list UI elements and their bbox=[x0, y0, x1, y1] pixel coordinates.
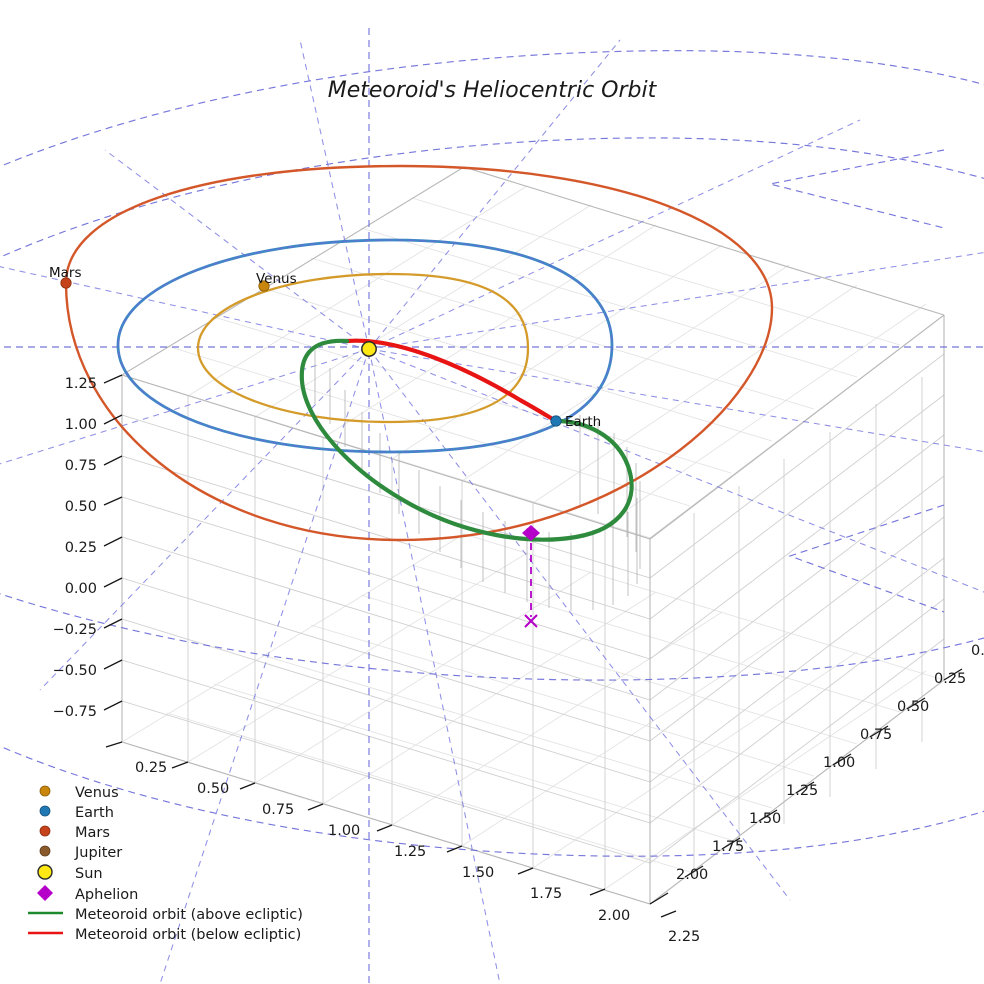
venus-marker bbox=[258, 280, 270, 292]
y-tick-5: 1.25 bbox=[786, 783, 818, 799]
meteoroid-orbit-below bbox=[344, 338, 559, 424]
x-tick-8: 2.25 bbox=[668, 929, 700, 945]
z-tick-5: 0.00 bbox=[65, 581, 97, 597]
y-tick-2: 0.50 bbox=[897, 699, 929, 715]
mars-marker bbox=[60, 277, 72, 289]
z-tick-6: −0.25 bbox=[53, 622, 97, 638]
z-tick-0: 1.25 bbox=[65, 376, 97, 392]
z-tick-labels: 1.25 1.00 0.75 0.50 0.25 0.00 −0.25 −0.5… bbox=[53, 376, 97, 720]
legend-marker-sun bbox=[37, 864, 53, 880]
x-tick-labels: 0.25 0.50 0.75 1.00 1.25 1.50 1.75 2.00 … bbox=[135, 760, 700, 945]
legend-label-earth: Earth bbox=[75, 805, 114, 821]
legend-marker-aphelion bbox=[37, 885, 53, 901]
y-tick-labels: 0.00 0.25 0.50 0.75 1.00 1.25 1.50 1.75 … bbox=[676, 643, 984, 883]
y-tick-0: 0.00 bbox=[971, 643, 984, 659]
mars-label: Mars bbox=[49, 265, 82, 281]
x-tick-1: 0.50 bbox=[197, 781, 229, 797]
legend-label-meteoroid-below: Meteoroid orbit (below ecliptic) bbox=[75, 927, 301, 943]
z-tick-4: 0.25 bbox=[65, 540, 97, 556]
mars-orbit bbox=[64, 164, 774, 542]
page-title: Meteoroid's Heliocentric Orbit bbox=[328, 78, 658, 103]
y-tick-1: 0.25 bbox=[934, 671, 966, 687]
z-tick-8: −0.75 bbox=[53, 704, 97, 720]
y-tick-4: 1.00 bbox=[823, 755, 855, 771]
earth-marker bbox=[550, 415, 562, 427]
aphelion-marker bbox=[522, 525, 540, 628]
legend-label-meteoroid-above: Meteoroid orbit (above ecliptic) bbox=[75, 907, 303, 923]
z-tick-2: 0.75 bbox=[65, 458, 97, 474]
meteoroid-orbit-above bbox=[299, 338, 634, 542]
x-tick-2: 0.75 bbox=[262, 802, 294, 818]
z-tick-1: 1.00 bbox=[65, 417, 97, 433]
y-axis-ticks bbox=[649, 668, 963, 905]
earth-label: Earth bbox=[565, 414, 601, 430]
legend-label-jupiter: Jupiter bbox=[74, 845, 122, 861]
jupiter-orbit-dashed bbox=[0, 28, 984, 984]
sun-marker bbox=[361, 341, 377, 357]
z-axis-ticks bbox=[103, 374, 123, 711]
legend-marker-earth bbox=[39, 805, 51, 817]
venus-orbit bbox=[196, 272, 530, 424]
venus-label: Venus bbox=[256, 271, 297, 287]
z-tick-7: −0.50 bbox=[53, 663, 97, 679]
y-tick-8: 2.00 bbox=[676, 867, 708, 883]
y-tick-3: 0.75 bbox=[860, 727, 892, 743]
legend-marker-venus bbox=[39, 785, 51, 797]
legend-marker-mars bbox=[39, 825, 51, 837]
x-tick-0: 0.25 bbox=[135, 760, 167, 776]
z-tick-3: 0.50 bbox=[65, 499, 97, 515]
legend: Venus Earth Mars Jupiter Sun Aphelion Me… bbox=[28, 785, 303, 943]
x-tick-4: 1.25 bbox=[394, 844, 426, 860]
legend-label-aphelion: Aphelion bbox=[75, 887, 138, 903]
legend-label-venus: Venus bbox=[75, 785, 119, 801]
x-tick-7: 2.00 bbox=[598, 908, 630, 924]
meteoroid-droplines bbox=[314, 350, 641, 611]
x-tick-3: 1.00 bbox=[328, 823, 360, 839]
legend-label-mars: Mars bbox=[75, 825, 110, 841]
x-tick-5: 1.50 bbox=[462, 865, 494, 881]
earth-orbit bbox=[116, 238, 614, 454]
y-tick-7: 1.75 bbox=[712, 839, 744, 855]
x-tick-6: 1.75 bbox=[530, 886, 562, 902]
legend-marker-jupiter bbox=[39, 845, 51, 857]
x-axis-ticks bbox=[105, 741, 677, 918]
legend-label-sun: Sun bbox=[75, 866, 103, 882]
y-tick-6: 1.50 bbox=[749, 811, 781, 827]
